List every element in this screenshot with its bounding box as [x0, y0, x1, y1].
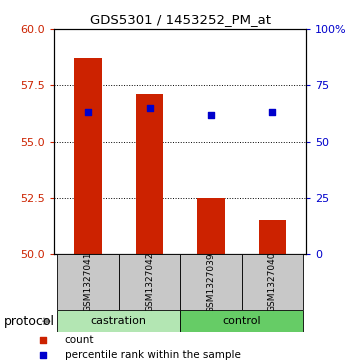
- Point: [270, 109, 275, 115]
- Text: GSM1327040: GSM1327040: [268, 252, 277, 313]
- Point: [40, 337, 46, 343]
- Bar: [74, 58, 102, 254]
- Point: [208, 112, 214, 118]
- Text: protocol: protocol: [4, 315, 55, 328]
- Point: [85, 109, 91, 115]
- Text: percentile rank within the sample: percentile rank within the sample: [65, 350, 241, 360]
- Bar: [136, 94, 163, 254]
- Bar: [259, 220, 286, 254]
- Title: GDS5301 / 1453252_PM_at: GDS5301 / 1453252_PM_at: [90, 13, 271, 26]
- Bar: [119, 254, 180, 310]
- Text: castration: castration: [91, 316, 147, 326]
- Point: [147, 105, 152, 111]
- Text: GSM1327039: GSM1327039: [206, 252, 216, 313]
- Point: [40, 352, 46, 358]
- Bar: [180, 310, 303, 332]
- Text: GSM1327041: GSM1327041: [84, 252, 92, 313]
- Bar: [180, 254, 242, 310]
- Text: GSM1327042: GSM1327042: [145, 252, 154, 313]
- Text: count: count: [65, 335, 94, 345]
- Bar: [242, 254, 303, 310]
- Bar: [197, 198, 225, 254]
- Bar: [57, 310, 180, 332]
- Bar: [57, 254, 119, 310]
- Text: control: control: [222, 316, 261, 326]
